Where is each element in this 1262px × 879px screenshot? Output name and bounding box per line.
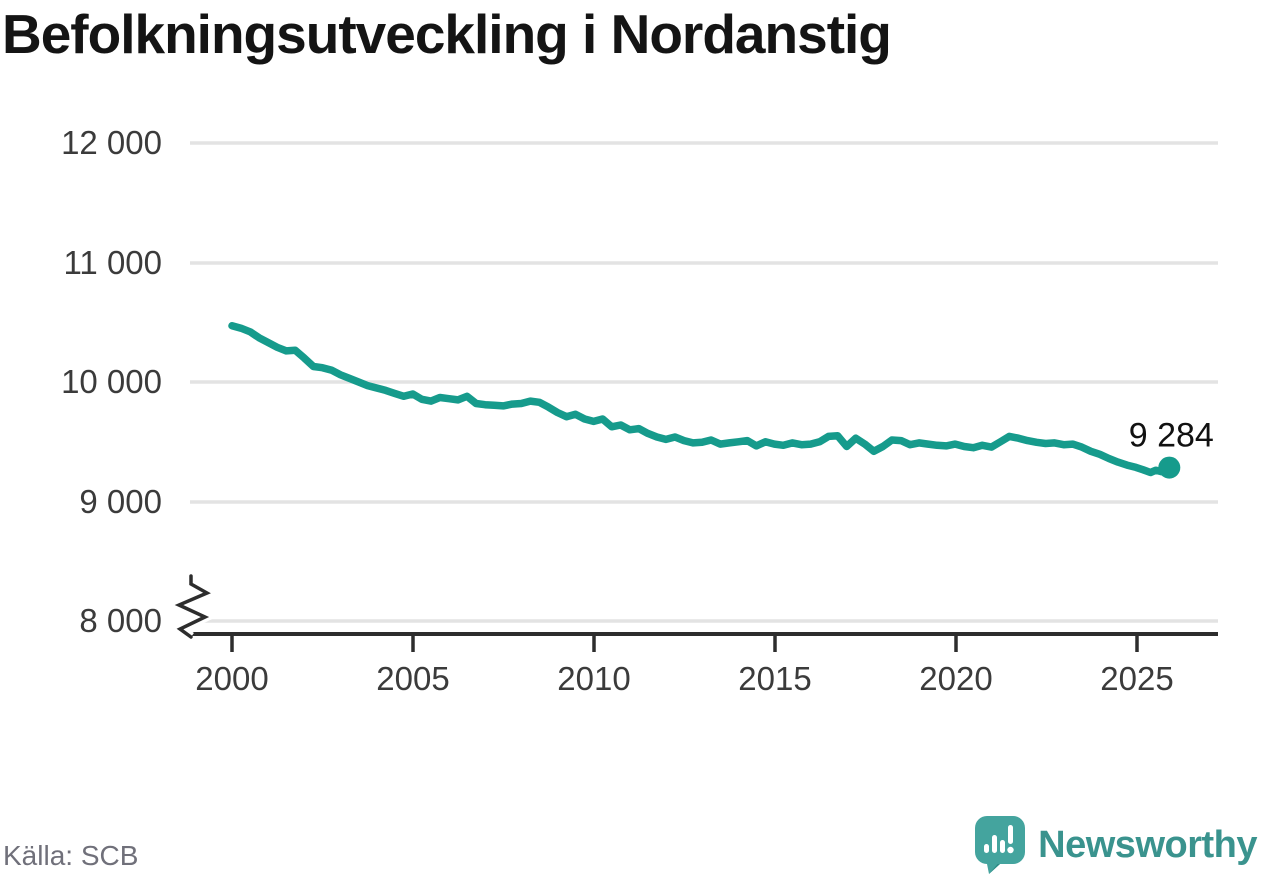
chart-canvas: 12 000 11 000 10 000 9 000 8 000 2000 20… bbox=[61, 124, 1218, 697]
logo-bar-2 bbox=[992, 835, 998, 853]
y-tick-label: 9 000 bbox=[79, 483, 162, 520]
population-line bbox=[228, 322, 1174, 477]
end-point-dot bbox=[1158, 456, 1181, 479]
logo-bar-1 bbox=[984, 844, 990, 853]
logo-bubble-shade bbox=[989, 864, 1001, 874]
brand-footer: Newsworthy bbox=[975, 816, 1257, 874]
newsworthy-logo-icon bbox=[975, 816, 1026, 874]
x-tick-label: 2015 bbox=[738, 660, 811, 697]
brand-wordmark: Newsworthy bbox=[1038, 824, 1257, 866]
logo-exclamation-dot bbox=[1007, 846, 1014, 854]
x-axis-labels: 2000 2005 2010 2015 2020 2025 bbox=[195, 660, 1173, 697]
y-axis-labels: 12 000 11 000 10 000 9 000 8 000 bbox=[61, 124, 162, 639]
x-tick-label: 2010 bbox=[557, 660, 630, 697]
x-tick-label: 2005 bbox=[376, 660, 449, 697]
x-tick-label: 2000 bbox=[195, 660, 268, 697]
axis-break-icon bbox=[166, 574, 219, 642]
y-tick-label: 10 000 bbox=[61, 363, 162, 400]
y-tick-label: 8 000 bbox=[79, 602, 162, 639]
y-tick-label: 12 000 bbox=[61, 124, 162, 161]
logo-bar-3 bbox=[1000, 840, 1006, 853]
x-tick-label: 2025 bbox=[1100, 660, 1173, 697]
y-tick-label: 11 000 bbox=[64, 244, 162, 281]
x-axis bbox=[188, 632, 1218, 652]
source-text: Källa: SCB bbox=[3, 840, 139, 871]
logo-exclamation-bar bbox=[1008, 825, 1014, 844]
end-value-label: 9 284 bbox=[1129, 417, 1214, 455]
axis-break-zigzag bbox=[174, 574, 211, 639]
chart-title: Befolkningsutveckling i Nordanstig bbox=[2, 3, 892, 65]
x-tick-label: 2020 bbox=[919, 660, 992, 697]
gridlines bbox=[190, 141, 1218, 623]
